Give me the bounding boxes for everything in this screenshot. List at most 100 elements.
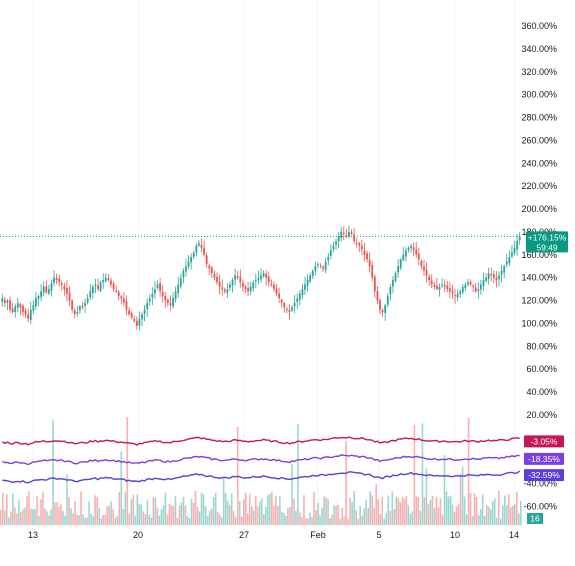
volume-bar xyxy=(415,496,418,525)
volume-bar xyxy=(397,498,400,525)
candle xyxy=(461,284,464,295)
volume-bar xyxy=(182,496,185,525)
candle xyxy=(66,280,68,302)
candle xyxy=(47,284,50,296)
volume-bar xyxy=(405,495,408,525)
volume-bar xyxy=(379,514,382,525)
volume-bar xyxy=(154,497,157,525)
volume-bar xyxy=(399,502,402,525)
volume-bar xyxy=(339,518,341,525)
volume-bar xyxy=(477,515,480,525)
candle xyxy=(407,245,410,253)
volume-bar xyxy=(431,495,434,525)
candle xyxy=(236,271,239,280)
volume-bar xyxy=(321,507,323,525)
volume-bar xyxy=(246,513,249,525)
candle xyxy=(79,305,81,315)
candle xyxy=(446,280,449,293)
candle xyxy=(203,240,205,257)
candle xyxy=(319,263,322,269)
candle xyxy=(278,287,281,303)
volume-bar xyxy=(220,517,223,525)
candle xyxy=(229,281,231,292)
candle xyxy=(22,303,24,317)
volume-bar xyxy=(517,513,520,525)
volume-bar xyxy=(505,504,508,525)
volume-bar xyxy=(38,515,40,525)
candle xyxy=(498,271,500,287)
volume-bar xyxy=(433,507,436,525)
candle xyxy=(254,273,257,289)
volume-bar xyxy=(60,504,62,525)
volume-bar xyxy=(263,513,265,525)
candle xyxy=(410,243,412,253)
candle xyxy=(45,280,48,295)
volume-bar xyxy=(351,501,353,525)
candle xyxy=(472,283,475,293)
volume-bar xyxy=(24,507,26,525)
candle xyxy=(3,296,6,308)
candle xyxy=(133,315,136,323)
candle xyxy=(335,238,337,251)
candle xyxy=(280,298,283,308)
volume-bar xyxy=(222,477,225,525)
volume-bar xyxy=(242,499,245,525)
candle xyxy=(373,274,376,299)
y-tick-label: 320.00% xyxy=(521,67,557,77)
volume-bar xyxy=(265,507,267,525)
candle xyxy=(415,241,418,259)
candle xyxy=(293,294,296,314)
volume-bar xyxy=(459,473,462,525)
candle xyxy=(164,291,167,308)
volume-bar xyxy=(32,509,34,525)
volume-bar xyxy=(435,496,438,525)
volume-bar xyxy=(162,505,165,525)
candle xyxy=(329,244,332,260)
volume-bar xyxy=(34,509,36,525)
volume-bar xyxy=(122,508,125,525)
y-tick-label: 60.00% xyxy=(526,364,557,374)
candle xyxy=(314,261,317,276)
y-tick-label: 80.00% xyxy=(526,341,557,351)
x-axis[interactable]: 13 20 27 Feb 5 10 14 xyxy=(28,530,519,540)
volume-bar xyxy=(319,515,321,525)
volume-bar xyxy=(311,517,313,525)
volume-bar xyxy=(148,514,151,525)
candle xyxy=(32,300,35,315)
volume-bar xyxy=(365,500,368,525)
candle xyxy=(68,286,71,307)
volume-bar xyxy=(134,515,137,525)
candle xyxy=(60,280,63,291)
volume-bar xyxy=(297,424,299,525)
y-tick-label: 200.00% xyxy=(521,204,557,214)
volume-bar xyxy=(501,505,504,525)
candle xyxy=(500,264,503,283)
y-tick-label: -40.00% xyxy=(523,479,557,489)
candle xyxy=(505,253,508,268)
volume-bar xyxy=(291,463,293,525)
candle xyxy=(311,269,314,279)
volume-bar xyxy=(74,500,76,525)
volume-bar xyxy=(96,496,98,525)
candle xyxy=(159,277,162,298)
candle xyxy=(337,232,340,249)
volume-bar xyxy=(507,494,510,525)
volume-bar xyxy=(285,515,287,525)
volume-bar xyxy=(76,514,78,525)
volume-bar xyxy=(471,515,474,525)
volume-bar xyxy=(106,506,109,525)
volume-bar xyxy=(226,500,229,525)
candle xyxy=(14,303,17,318)
volume-bar xyxy=(465,514,468,525)
volume-bar xyxy=(178,505,181,525)
volume-bar xyxy=(214,492,217,525)
candle xyxy=(402,246,405,262)
y-tick-label: 220.00% xyxy=(521,181,557,191)
volume-bar xyxy=(327,499,329,525)
indicator-lines xyxy=(1,436,521,484)
volume-bar xyxy=(323,496,325,525)
volume-bar xyxy=(0,509,2,525)
indicator-badge: -32.59% xyxy=(524,469,564,482)
volume-bar xyxy=(487,506,490,525)
